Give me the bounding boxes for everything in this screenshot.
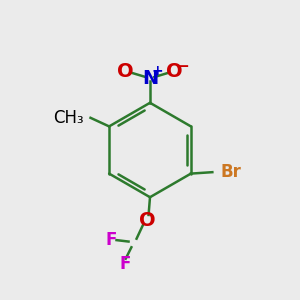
Text: N: N	[142, 69, 158, 88]
Text: Br: Br	[221, 163, 242, 181]
Text: CH₃: CH₃	[53, 109, 83, 127]
Text: O: O	[166, 62, 183, 81]
Text: O: O	[139, 211, 155, 230]
Text: +: +	[151, 64, 163, 78]
Text: −: −	[176, 59, 189, 74]
Text: O: O	[117, 62, 134, 81]
Text: F: F	[105, 231, 116, 249]
Text: F: F	[120, 255, 131, 273]
